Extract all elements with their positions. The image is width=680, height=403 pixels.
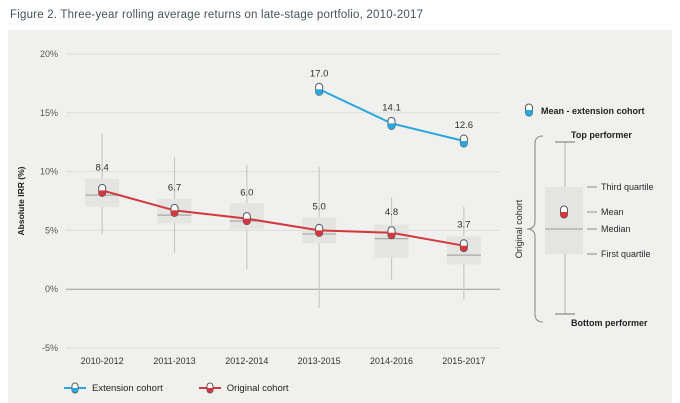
mean-extension-legend: Mean - extension cohort [525, 103, 645, 117]
value-label: 12.6 [455, 120, 474, 131]
x-axis-label: 2014-2016 [370, 356, 413, 366]
original-cohort-swatch-icon [198, 382, 221, 394]
value-label: 6.0 [240, 187, 253, 198]
mean-label: Mean [601, 207, 624, 217]
x-axis-label: 2011-2013 [153, 356, 195, 366]
extension-cohort-swatch-icon [64, 382, 86, 394]
y-tick-label: -5% [42, 343, 58, 353]
value-label: 14.1 [382, 102, 401, 113]
legend-label-original: Original cohort [226, 382, 289, 394]
y-tick-label: 10% [40, 167, 58, 177]
box-plots [85, 133, 481, 309]
box-plot-key: Mean - extension cohort Top performer Th… [515, 103, 654, 328]
top-performer-label: Top performer [571, 130, 632, 140]
y-tick-label: 20% [40, 49, 58, 59]
x-axis-label: 2013-2015 [298, 356, 341, 366]
mean-markers [98, 82, 468, 253]
schematic-mean-marker-dot [560, 212, 568, 218]
value-label: 3.7 [457, 220, 470, 231]
original-cohort-bracket [526, 135, 544, 323]
chart-card: Absolute IRR (%) 20% 15% 10% 5% 0% -5% 17.0 14.… [8, 30, 672, 403]
schematic-box [545, 187, 583, 254]
first-quartile-label: First quartile [601, 249, 651, 259]
legend-label-extension: Extension cohort [92, 382, 163, 394]
value-label: 17.0 [310, 68, 329, 79]
third-quartile-label: Third quartile [601, 182, 654, 192]
mean-extension-label: Mean - extension cohort [541, 106, 645, 116]
chart-legend: Extension cohort Original cohort [64, 381, 289, 395]
y-axis-label: Absolute IRR (%) [16, 166, 26, 235]
legend-item-original: Original cohort [198, 381, 289, 395]
original-cohort-bracket-label: Original cohort [515, 199, 524, 258]
gridlines: 20% 15% 10% 5% 0% -5% [40, 49, 500, 353]
value-label: 6.7 [168, 183, 181, 194]
boxplot-schematic: Top performer Third quartile Mean Median… [515, 130, 654, 328]
value-label: 8.4 [96, 163, 109, 174]
y-tick-label: 15% [40, 108, 58, 118]
y-tick-label: 0% [45, 284, 58, 294]
x-axis-labels: 2010-2012 2011-2013 2012-2014 2013-2015 2014… [81, 356, 486, 366]
x-axis-label: 2010-2012 [81, 356, 124, 366]
legend-item-extension: Extension cohort [64, 381, 163, 395]
mean-extension-marker-dot [525, 110, 533, 116]
x-axis-label: 2012-2014 [225, 356, 268, 366]
bottom-performer-label: Bottom performer [571, 318, 648, 328]
irr-chart: Absolute IRR (%) 20% 15% 10% 5% 0% -5% 17.0 14.… [16, 49, 500, 366]
value-label: 4.8 [385, 207, 398, 218]
plot-area: 20% 15% 10% 5% 0% -5% 17.0 14.1 12.6 8.4 6.7 6.0 5.0… [40, 49, 500, 366]
figure-title: Figure 2. Three-year rolling average ret… [10, 9, 424, 21]
x-axis-label: 2015-2017 [442, 356, 485, 366]
value-label: 5.0 [313, 201, 326, 212]
median-label: Median [601, 224, 631, 234]
y-tick-label: 5% [45, 225, 58, 235]
value-labels: 17.0 14.1 12.6 8.4 6.7 6.0 5.0 4.8 3.7 [96, 68, 474, 230]
